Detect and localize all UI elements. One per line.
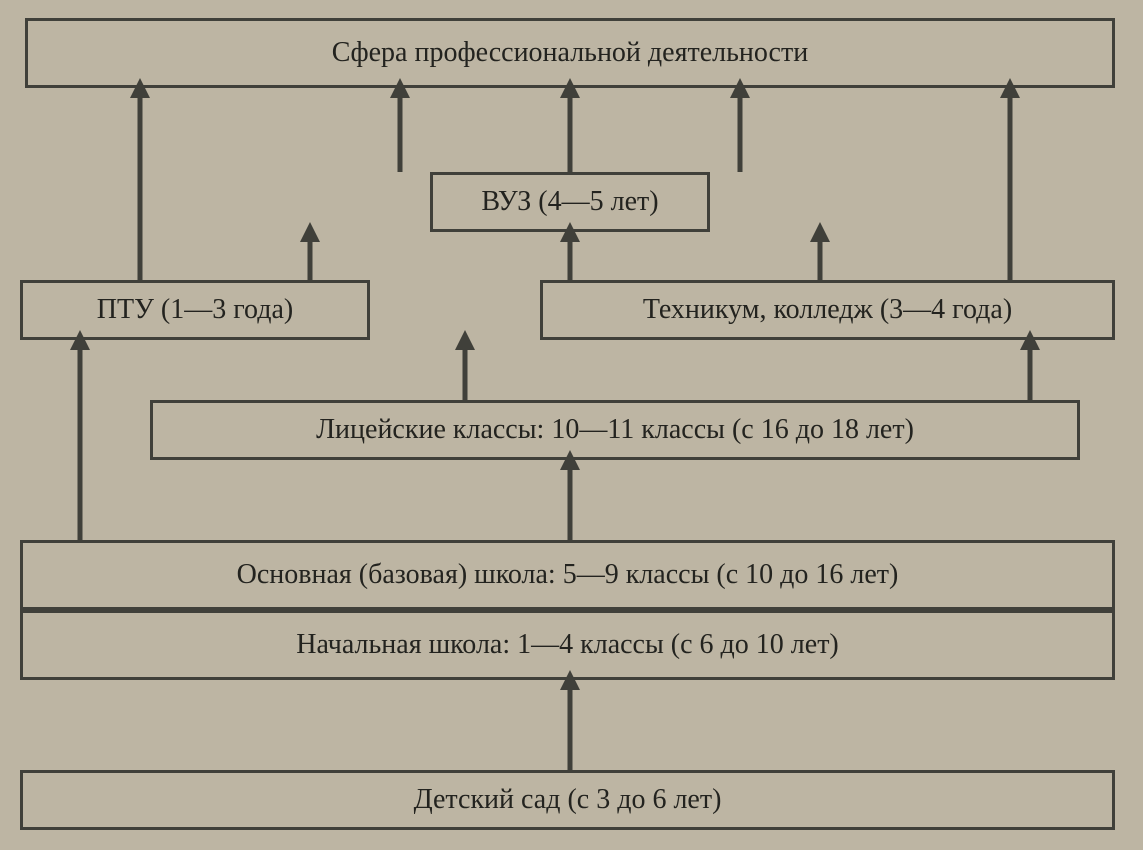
node-label: ВУЗ (4—5 лет) bbox=[481, 185, 658, 219]
node-label: Начальная школа: 1—4 классы (с 6 до 10 л… bbox=[296, 628, 839, 662]
node-label: Техникум, колледж (3—4 года) bbox=[643, 293, 1012, 327]
node-vuz: ВУЗ (4—5 лет) bbox=[430, 172, 710, 232]
node-kindergarten: Детский сад (с 3 до 6 лет) bbox=[20, 770, 1115, 830]
diagram-stage: Сфера профессиональной деятельности ВУЗ … bbox=[0, 0, 1143, 850]
node-primary-school: Начальная школа: 1—4 классы (с 6 до 10 л… bbox=[20, 610, 1115, 680]
node-basic-school: Основная (базовая) школа: 5—9 классы (с … bbox=[20, 540, 1115, 610]
node-label: Сфера профессиональной деятельности bbox=[332, 36, 808, 70]
node-ptu: ПТУ (1—3 года) bbox=[20, 280, 370, 340]
node-technikum: Техникум, колледж (3—4 года) bbox=[540, 280, 1115, 340]
node-label: Лицейские классы: 10—11 классы (с 16 до … bbox=[316, 413, 914, 447]
node-label: Основная (базовая) школа: 5—9 классы (с … bbox=[237, 558, 899, 592]
node-lyceum: Лицейские классы: 10—11 классы (с 16 до … bbox=[150, 400, 1080, 460]
node-label: Детский сад (с 3 до 6 лет) bbox=[414, 783, 722, 817]
node-label: ПТУ (1—3 года) bbox=[97, 293, 293, 327]
node-professional-sphere: Сфера профессиональной деятельности bbox=[25, 18, 1115, 88]
